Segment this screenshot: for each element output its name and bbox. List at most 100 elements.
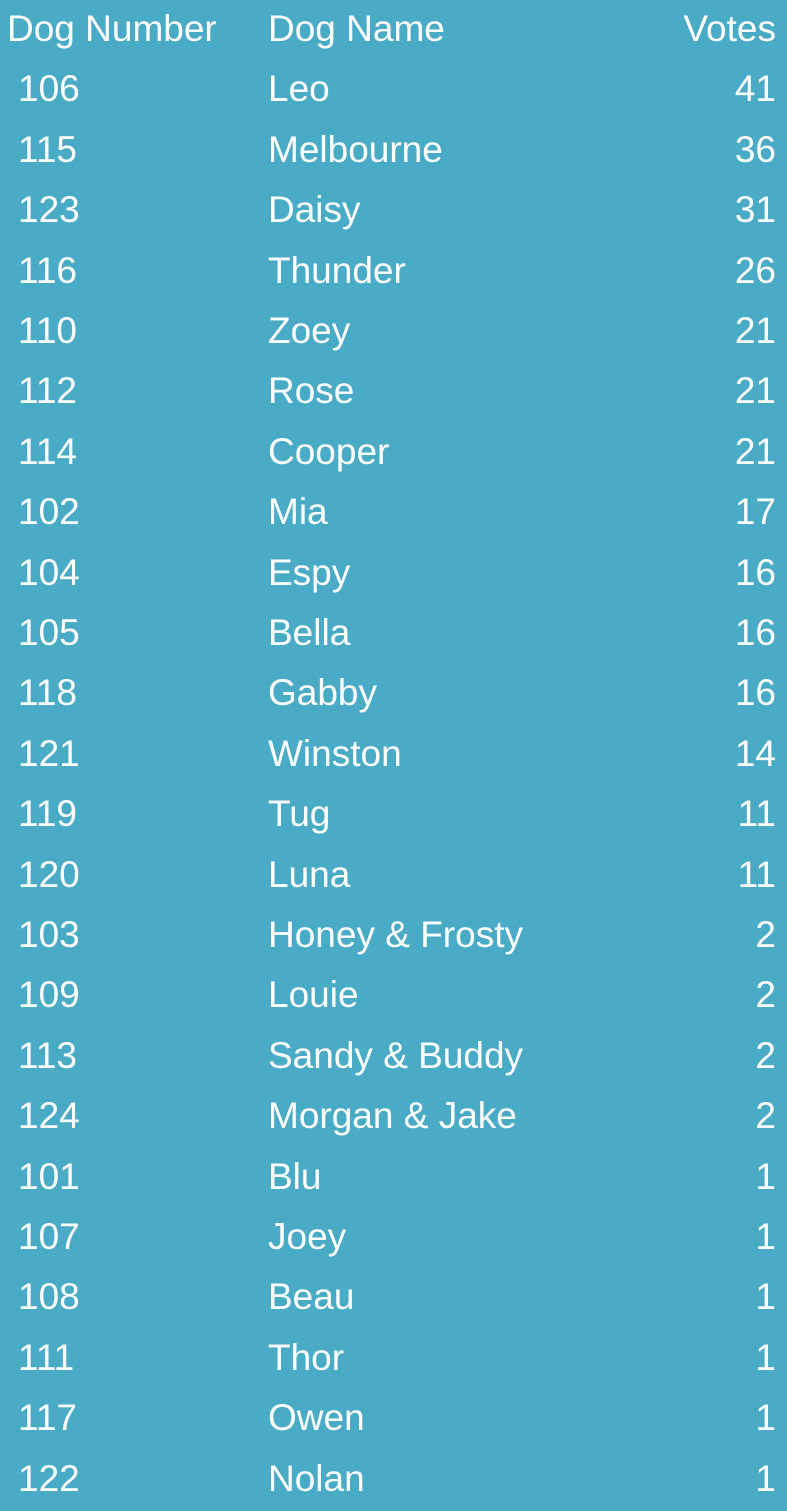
table-row: 120 Luna 11	[0, 845, 787, 905]
cell-votes: 2	[755, 974, 776, 1016]
cell-votes: 1	[755, 1155, 776, 1197]
table-row: 101 Blu 1	[0, 1147, 787, 1207]
cell-votes: 31	[734, 189, 776, 231]
cell-dog-number: 118	[18, 672, 77, 714]
cell-dog-number: 106	[18, 68, 80, 110]
cell-votes: 1	[755, 1336, 776, 1378]
table-row: 122 Nolan 1	[0, 1449, 787, 1509]
cell-dog-name: Beau	[268, 1276, 355, 1318]
cell-dog-number: 115	[18, 128, 77, 170]
cell-dog-name: Owen	[268, 1397, 365, 1439]
cell-dog-name: Louie	[268, 974, 359, 1016]
table-row: 124 Morgan & Jake 2	[0, 1086, 787, 1146]
cell-votes: 2	[755, 1034, 776, 1076]
cell-dog-number: 117	[18, 1397, 77, 1439]
cell-dog-number: 122	[18, 1457, 80, 1499]
cell-votes: 16	[734, 551, 776, 593]
cell-dog-name: Thunder	[268, 249, 406, 291]
cell-dog-name: Espy	[268, 551, 351, 593]
table-row: 113 Sandy & Buddy 2	[0, 1026, 787, 1086]
cell-dog-number: 123	[18, 189, 80, 231]
cell-votes: 11	[737, 793, 776, 835]
cell-votes: 36	[734, 128, 776, 170]
cell-dog-number: 107	[18, 1216, 80, 1257]
cell-dog-number: 104	[18, 551, 80, 593]
cell-dog-number: 105	[18, 612, 80, 653]
cell-dog-name: Melbourne	[268, 128, 443, 170]
cell-votes: 11	[737, 853, 776, 895]
cell-dog-number: 124	[18, 1095, 80, 1137]
cell-votes: 26	[734, 249, 776, 291]
cell-dog-name: Luna	[268, 853, 351, 895]
cell-dog-number: 101	[18, 1155, 80, 1197]
table-row: 107 Joey 1	[0, 1207, 787, 1267]
cell-votes: 21	[734, 310, 776, 351]
table-row: 105 Bella 16	[0, 603, 787, 663]
table-row: 117 Owen 1	[0, 1388, 787, 1448]
cell-dog-number: 121	[18, 732, 80, 774]
cell-dog-number: 114	[18, 430, 77, 472]
cell-dog-number: 120	[18, 853, 80, 895]
cell-dog-name: Bella	[268, 612, 351, 653]
table-row: 119 Tug 11	[0, 784, 787, 844]
cell-dog-name: Winston	[268, 732, 402, 774]
table-row: 106 Leo 41	[0, 59, 787, 119]
cell-dog-name: Daisy	[268, 189, 361, 231]
cell-dog-number: 109	[18, 974, 80, 1016]
header-dog-name: Dog Name	[268, 8, 445, 49]
cell-dog-number: 119	[18, 793, 77, 835]
header-votes: Votes	[683, 8, 776, 49]
table-row: 116 Thunder 26	[0, 241, 787, 301]
table-row: 104 Espy 16	[0, 543, 787, 603]
table-header: Dog Number Dog Name Votes	[0, 0, 787, 59]
cell-dog-name: Zoey	[268, 310, 351, 351]
cell-votes: 41	[734, 68, 776, 110]
cell-dog-number: 102	[18, 491, 80, 533]
cell-votes: 1	[755, 1397, 776, 1439]
table-row: 108 Beau 1	[0, 1267, 787, 1327]
cell-votes: 16	[734, 612, 776, 653]
cell-dog-name: Rose	[268, 370, 355, 412]
cell-votes: 21	[734, 430, 776, 472]
cell-dog-name: Sandy & Buddy	[268, 1034, 524, 1076]
table-row: 110 Zoey 21	[0, 301, 787, 361]
cell-dog-number: 112	[18, 370, 77, 412]
header-dog-number: Dog Number	[7, 8, 217, 49]
table-row: 103 Honey & Frosty 2	[0, 905, 787, 965]
cell-dog-name: Morgan & Jake	[268, 1095, 517, 1137]
cell-dog-number: 103	[18, 914, 80, 955]
table-row: 109 Louie 2	[0, 965, 787, 1025]
table-row: 123 Daisy 31	[0, 180, 787, 240]
cell-dog-name: Honey & Frosty	[268, 914, 523, 955]
cell-dog-name: Leo	[268, 68, 330, 110]
cell-votes: 2	[755, 1095, 776, 1137]
table-row: 111 Thor 1	[0, 1328, 787, 1388]
cell-votes: 2	[755, 914, 776, 955]
cell-dog-name: Tug	[268, 793, 331, 835]
table-row: 121 Winston 14	[0, 724, 787, 784]
cell-votes: 16	[734, 672, 776, 714]
cell-dog-name: Blu	[268, 1155, 322, 1197]
cell-dog-number: 110	[18, 310, 77, 351]
cell-dog-name: Mia	[268, 491, 328, 533]
cell-dog-name: Gabby	[268, 672, 378, 714]
cell-dog-number: 111	[18, 1336, 75, 1378]
table-row: 118 Gabby 16	[0, 663, 787, 723]
cell-dog-name: Joey	[268, 1216, 347, 1257]
cell-votes: 1	[755, 1276, 776, 1318]
cell-votes: 21	[734, 370, 776, 412]
cell-votes: 1	[755, 1457, 776, 1499]
cell-votes: 17	[734, 491, 776, 533]
table-row: 114 Cooper 21	[0, 422, 787, 482]
cell-dog-name: Nolan	[268, 1457, 365, 1499]
cell-dog-number: 116	[18, 249, 77, 291]
cell-dog-number: 108	[18, 1276, 80, 1318]
cell-votes: 14	[734, 732, 776, 774]
table-row: 102 Mia 17	[0, 482, 787, 542]
cell-dog-name: Thor	[268, 1336, 345, 1378]
cell-dog-name: Cooper	[268, 430, 390, 472]
cell-votes: 1	[755, 1216, 776, 1257]
cell-dog-number: 113	[18, 1034, 77, 1076]
table-row: 112 Rose 21	[0, 361, 787, 421]
table-row: 115 Melbourne 36	[0, 120, 787, 180]
